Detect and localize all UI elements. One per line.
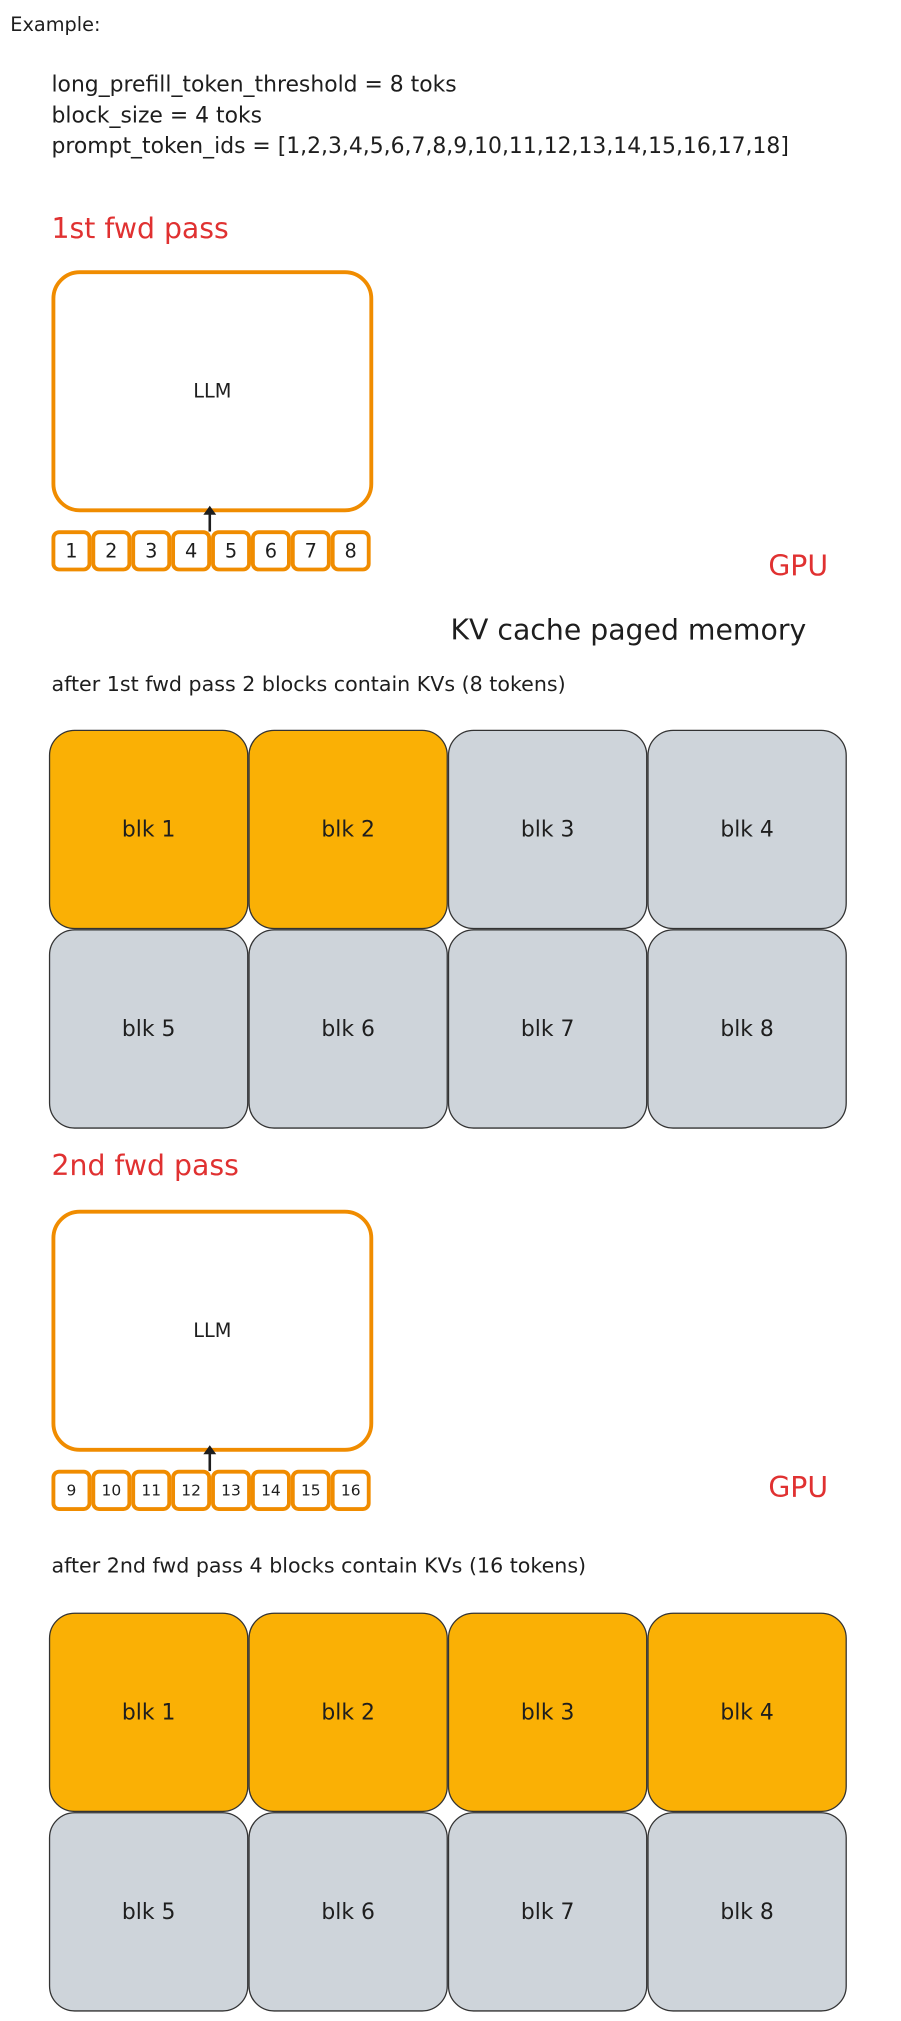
arrow-up-icon bbox=[203, 1445, 217, 1472]
token-box: 3 bbox=[131, 530, 172, 572]
kv-block: blk 1 bbox=[48, 729, 249, 930]
kv-block: blk 2 bbox=[248, 729, 448, 930]
token-box: 11 bbox=[131, 1469, 172, 1511]
pass-1-block-grid: blk 1 blk 2 blk 3 blk 4 blk 5 blk 6 blk 7 blk 8 bbox=[48, 729, 847, 1129]
token-box: 16 bbox=[330, 1469, 371, 1511]
token-box: 12 bbox=[171, 1469, 212, 1511]
pass-1-llm-box: LLM bbox=[51, 270, 374, 513]
kv-block: blk 7 bbox=[447, 929, 648, 1129]
kv-block: blk 3 bbox=[447, 1612, 648, 1813]
token-box: 1 bbox=[51, 530, 92, 572]
token-box: 14 bbox=[250, 1469, 291, 1511]
kv-block: blk 4 bbox=[647, 1612, 847, 1813]
token-box: 13 bbox=[211, 1469, 251, 1511]
llm-label: LLM bbox=[193, 379, 232, 403]
pass-2-gpu-label: GPU bbox=[768, 1472, 829, 1505]
arrow-up-icon bbox=[203, 505, 217, 532]
token-box: 9 bbox=[51, 1469, 92, 1511]
memory-label: KV cache paged memory bbox=[450, 615, 807, 648]
pass-1-caption: after 1st fwd pass 2 blocks contain KVs … bbox=[51, 671, 566, 697]
kv-block: blk 5 bbox=[48, 1812, 249, 2012]
token-box: 7 bbox=[290, 530, 331, 572]
token-box: 2 bbox=[91, 530, 132, 572]
pass-2-tokens: 9 10 11 12 13 14 15 16 bbox=[51, 1469, 371, 1511]
param-threshold: long_prefill_token_threshold = 8 toks bbox=[51, 72, 457, 98]
kv-block: blk 8 bbox=[647, 929, 847, 1129]
pass-2-title: 2nd fwd pass bbox=[51, 1150, 239, 1183]
pass-1-gpu-label: GPU bbox=[768, 550, 829, 584]
param-block-size: block_size = 4 toks bbox=[51, 102, 263, 129]
token-box: 5 bbox=[211, 530, 251, 572]
kv-block: blk 3 bbox=[447, 729, 648, 930]
kv-block: blk 8 bbox=[647, 1812, 847, 2012]
token-box: 15 bbox=[290, 1469, 331, 1511]
kv-block: blk 6 bbox=[248, 1812, 448, 2012]
kv-block: blk 6 bbox=[248, 929, 448, 1129]
token-box: 6 bbox=[250, 530, 291, 572]
pass-2-caption: after 2nd fwd pass 4 blocks contain KVs … bbox=[51, 1553, 587, 1578]
kv-block: blk 2 bbox=[248, 1612, 448, 1813]
pass-2-llm-box: LLM bbox=[51, 1209, 374, 1452]
intro-label: Example: bbox=[10, 12, 101, 37]
kv-block: blk 4 bbox=[647, 729, 847, 930]
llm-label: LLM bbox=[193, 1319, 232, 1343]
pass-1-title: 1st fwd pass bbox=[51, 213, 229, 246]
token-box: 8 bbox=[330, 530, 371, 572]
param-prompt-ids: prompt_token_ids = [1,2,3,4,5,6,7,8,9,10… bbox=[51, 133, 789, 160]
token-box: 10 bbox=[91, 1469, 132, 1511]
kv-block: blk 7 bbox=[447, 1812, 648, 2012]
token-box: 4 bbox=[171, 530, 212, 572]
kv-block: blk 1 bbox=[48, 1612, 249, 1813]
kv-block: blk 5 bbox=[48, 929, 249, 1129]
pass-2-block-grid: blk 1 blk 2 blk 3 blk 4 blk 5 blk 6 blk 7 blk 8 bbox=[48, 1612, 847, 2012]
